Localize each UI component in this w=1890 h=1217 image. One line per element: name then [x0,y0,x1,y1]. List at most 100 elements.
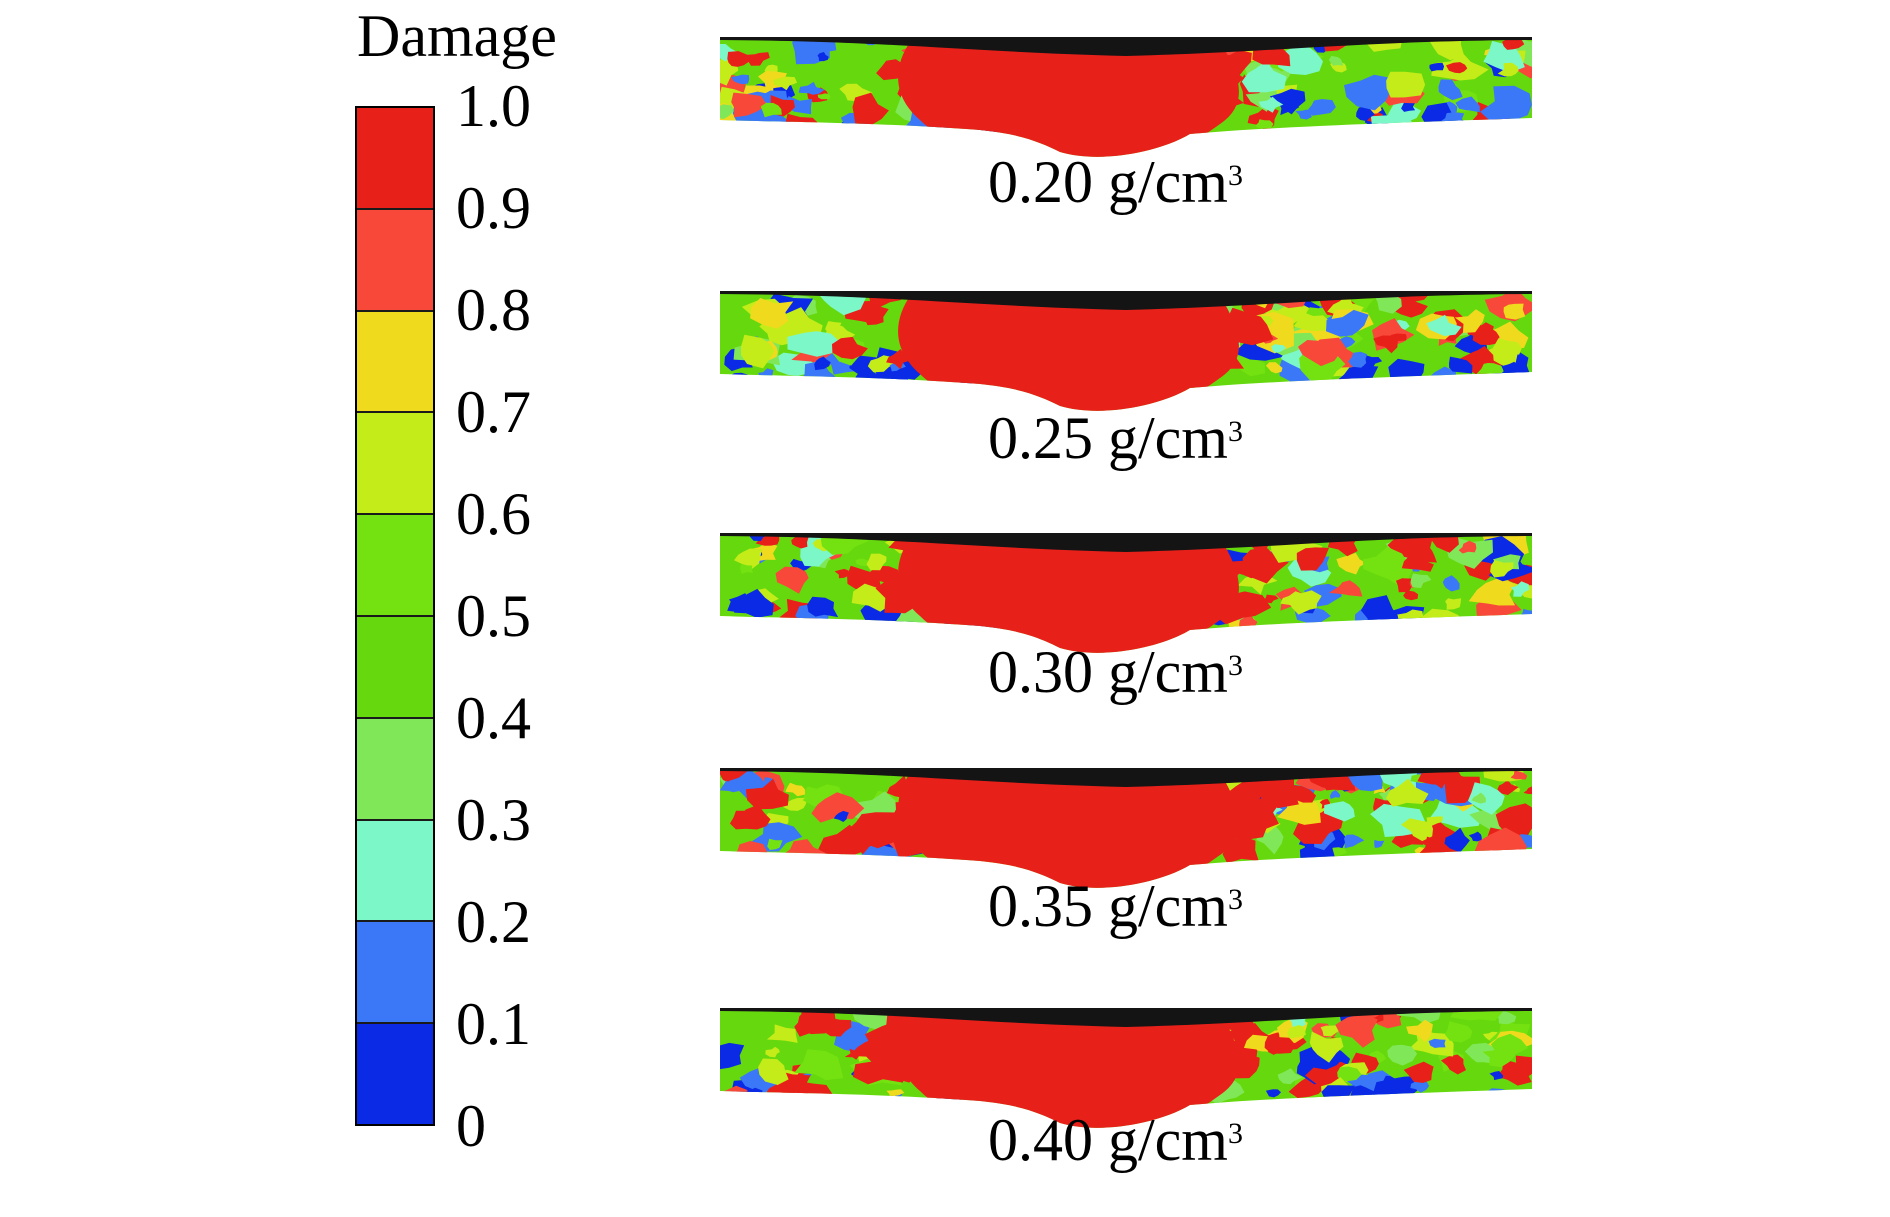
damage-panel [720,530,1532,662]
damage-blob [1296,547,1329,571]
density-unit: g/cm [1108,405,1228,471]
density-value: 0.20 [988,149,1093,215]
damage-blob [1180,83,1244,125]
damage-blob [1280,99,1300,116]
colorbar-tick-label: 0.1 [456,991,531,1057]
damage-blob [1472,327,1500,345]
damage-blob [1468,577,1516,606]
colorbar-tick-label: 0.4 [456,685,531,751]
damage-blob [1287,1025,1306,1039]
damage-blob [816,292,867,316]
damage-blob [1265,1089,1281,1098]
panel-density-label: 0.35 g/cm3 [988,874,1243,938]
colorbar-tick-label: 1.0 [456,73,531,139]
colorbar-swatch [357,311,433,414]
damage-blob [1401,818,1433,842]
damage-blob [1148,568,1170,582]
damage-blob [1510,581,1530,597]
damage-blob [728,372,749,388]
damage-blob [1497,779,1519,795]
damage-blob [1277,1068,1303,1085]
damage-blob [1471,792,1486,804]
damage-blob [1458,540,1477,554]
damage-blob [1386,778,1429,807]
damage-blob [1490,338,1522,355]
damage-contour-plot [720,37,1532,157]
damage-blob [1198,806,1270,841]
colorbar-tick-label: 0.6 [456,481,531,547]
damage-blob [1449,356,1473,374]
damage-blob [1293,312,1331,332]
damage-blob [798,81,825,95]
damage-blob [1502,38,1525,50]
damage-blob [1496,1059,1532,1086]
damage-blob [720,104,734,120]
damage-blob [1362,546,1409,579]
damage-blob [966,80,1007,104]
damage-blob [1103,821,1132,840]
damage-blob [1469,808,1504,831]
panel-top-edge [720,533,1532,552]
damage-blob [1276,44,1323,75]
damage-blob [866,553,887,571]
damage-blob [1059,790,1099,823]
damage-blob [760,102,782,118]
damage-blob [787,331,841,357]
damage-blob [1361,355,1383,368]
density-unit: g/cm [1108,639,1228,705]
damage-blob [1403,1061,1434,1083]
damage-blob [886,349,914,370]
damage-blob [1295,109,1312,120]
damage-blob [1455,96,1480,113]
damage-blob [764,64,778,74]
damage-blob [1445,598,1462,610]
damage-blob [783,797,807,811]
damage-blob [845,812,898,849]
damage-blob [1231,1052,1260,1079]
panel-top-edge [720,768,1532,787]
damage-blob [978,579,1039,615]
damage-blob [1061,546,1117,577]
panel-density-label: 0.20 g/cm3 [988,150,1243,214]
damage-blob [1264,1035,1296,1054]
damage-blob [1326,309,1369,337]
damage-blob [960,1024,1020,1064]
damage-blob [1320,1025,1342,1037]
colorbar-swatch [357,820,433,923]
density-unit: g/cm [1108,149,1228,215]
damage-blob [1265,362,1283,374]
damage-blob [1410,1080,1430,1093]
damage-contour-plot [720,1008,1532,1128]
damage-blob [1446,537,1493,569]
damage-blob [1503,303,1526,320]
damage-blob [734,548,762,570]
panel-density-label: 0.40 g/cm3 [988,1108,1243,1172]
damage-blob [834,568,851,579]
damage-blob [1033,319,1075,341]
colorbar-swatch [357,718,433,821]
damage-blob [1065,342,1122,375]
damage-blob [1396,292,1431,302]
damage-blob [1429,62,1445,72]
damage-blob [825,321,842,334]
damage-blob [1226,551,1269,579]
damage-blob [1323,801,1355,822]
colorbar-swatch [357,1024,433,1124]
damage-blob [879,816,946,859]
damage-blob [1523,786,1532,794]
damage-blob [886,775,923,799]
density-unit-exponent: 3 [1227,649,1243,682]
damage-blob [1406,1019,1433,1042]
damage-blob [785,782,805,797]
damage-blob [876,1054,932,1082]
damage-blob [927,788,969,816]
damage-blob [1063,47,1111,79]
damage-blob [766,1024,798,1043]
damage-blob [1387,1044,1418,1066]
damage-blob [1208,346,1244,369]
colorbar-swatch [357,922,433,1025]
damage-panel [720,1005,1532,1137]
damage-blob [1428,1038,1446,1048]
damage-blob [1386,71,1426,98]
damage-blob [980,301,1029,337]
